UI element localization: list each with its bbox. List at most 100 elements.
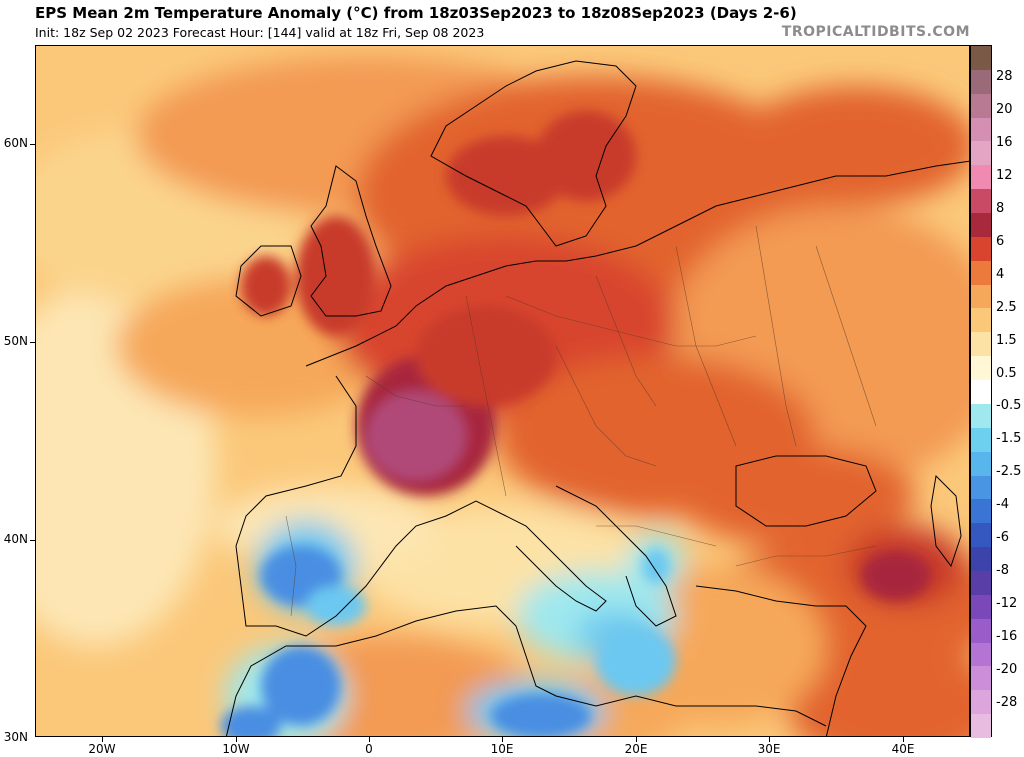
great-britain-coast — [310, 165, 392, 317]
turkey-levant-coast — [695, 585, 867, 736]
lon-tick — [502, 737, 503, 742]
colorbar-segment — [971, 46, 991, 71]
lon-tick — [369, 737, 370, 742]
colorbar-label: 8 — [996, 200, 1005, 216]
colorbar-segment — [971, 523, 991, 548]
colorbar-label: -6 — [996, 530, 1009, 546]
lat-label-60n: 60N — [3, 136, 28, 150]
colorbar-segment — [971, 499, 991, 524]
map-title: EPS Mean 2m Temperature Anomaly (°C) fro… — [35, 4, 797, 22]
colorbar-segment — [971, 690, 991, 715]
caspian-coast — [930, 474, 962, 568]
colorbar-segment — [971, 642, 991, 667]
colorbar-segment — [971, 451, 991, 476]
colorbar-segment — [971, 594, 991, 620]
colorbar-label: 1.5 — [996, 332, 1017, 348]
border-line — [675, 245, 737, 447]
colorbar-segment — [971, 380, 991, 405]
lon-tick — [102, 737, 103, 742]
colorbar-label: 4 — [996, 266, 1005, 282]
lat-tick — [30, 342, 35, 343]
ireland-coast — [235, 245, 302, 317]
lat-label-40n: 40N — [3, 532, 28, 546]
anomaly-field — [36, 56, 969, 736]
colorbar-label: 12 — [996, 167, 1013, 183]
colorbar-label: -28 — [996, 695, 1018, 711]
lon-tick — [636, 737, 637, 742]
colorbar-segment — [971, 213, 991, 238]
italy-coast — [505, 515, 607, 612]
colorbar-segment — [971, 260, 991, 286]
coastlines — [225, 60, 969, 736]
colorbar-label: -8 — [996, 563, 1009, 579]
lon-label-20w: 20W — [88, 742, 116, 756]
border-line — [596, 525, 717, 547]
colorbar-segment — [971, 236, 991, 262]
map-canvas — [36, 46, 969, 736]
scandinavia-coast — [430, 60, 637, 247]
border-line — [815, 245, 877, 427]
colorbar-segment — [971, 189, 991, 214]
colorbar-segment — [971, 547, 991, 572]
colorbar — [970, 45, 992, 739]
lat-tick — [30, 144, 35, 145]
lon-tick — [769, 737, 770, 742]
border-line — [465, 295, 507, 497]
balkan-coast — [555, 485, 677, 627]
brand-watermark: TROPICALTIDBITS.COM — [781, 24, 970, 40]
colorbar-segment — [971, 332, 991, 357]
lat-label-30n: 30N — [3, 730, 28, 744]
lon-label-20e: 20E — [624, 742, 648, 756]
colorbar-label: -4 — [996, 497, 1009, 513]
border-line — [555, 345, 657, 467]
colorbar-segment — [971, 93, 991, 119]
colorbar-segment — [971, 356, 991, 381]
colorbar-label: 0.5 — [996, 365, 1017, 381]
colorbar-segment — [971, 284, 991, 309]
map-subtitle: Init: 18z Sep 02 2023 Forecast Hour: [14… — [35, 25, 485, 40]
colorbar-label: -0.5 — [996, 398, 1022, 414]
colorbar-label: 20 — [996, 101, 1013, 117]
lon-label-0: 0 — [365, 742, 373, 756]
lon-label-40e: 40E — [891, 742, 915, 756]
colorbar-label: -2.5 — [996, 464, 1022, 480]
border-line — [595, 275, 657, 407]
colorbar-label: -16 — [996, 629, 1018, 645]
lon-tick — [903, 737, 904, 742]
north-coast — [305, 160, 969, 367]
anomaly-hotspots — [221, 111, 931, 736]
colorbar-segment — [971, 141, 991, 166]
border-line — [735, 545, 877, 567]
colorbar-segment — [971, 475, 991, 500]
colorbar-segment — [971, 570, 991, 596]
colorbar-segment — [971, 69, 991, 95]
colorbar-segment — [971, 714, 991, 739]
north-africa-coast — [225, 605, 827, 736]
colorbar-segment — [971, 117, 991, 142]
lat-tick — [30, 540, 35, 541]
colorbar-segment — [971, 427, 991, 453]
colorbar-segment — [971, 403, 991, 429]
iberia-coast — [235, 375, 507, 637]
border-line — [285, 515, 297, 617]
colorbar-label: 2.5 — [996, 299, 1017, 315]
colorbar-label: -1.5 — [996, 431, 1022, 447]
colorbar-segment — [971, 308, 991, 333]
anomaly-map — [35, 45, 970, 737]
colorbar-label: 6 — [996, 233, 1005, 249]
colorbar-segment — [971, 165, 991, 190]
lon-label-10w: 10W — [222, 742, 250, 756]
border-line — [755, 225, 797, 447]
lon-tick — [236, 737, 237, 742]
lon-label-10e: 10E — [490, 742, 514, 756]
lon-label-30e: 30E — [757, 742, 781, 756]
country-borders — [285, 225, 877, 617]
border-line — [365, 375, 466, 407]
colorbar-label: 28 — [996, 68, 1013, 84]
colorbar-label: -12 — [996, 596, 1018, 612]
colorbar-segment — [971, 666, 991, 691]
colorbar-segment — [971, 618, 991, 644]
colorbar-label: -20 — [996, 662, 1018, 678]
lat-label-50n: 50N — [3, 334, 28, 348]
colorbar-label: 16 — [996, 134, 1013, 150]
